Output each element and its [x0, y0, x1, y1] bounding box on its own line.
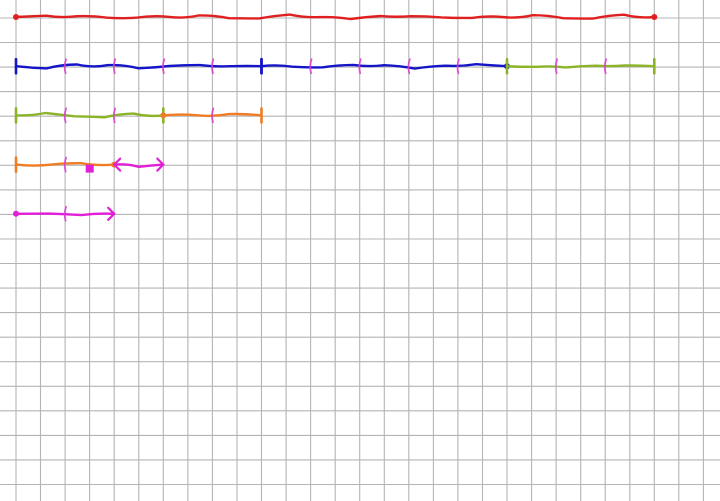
green-line-1-tick	[554, 58, 558, 75]
green-line-2-tick	[112, 107, 117, 124]
magenta-line-2-start-end-dot	[13, 210, 19, 217]
red-line	[14, 13, 656, 21]
magenta-line-2-tick	[63, 205, 67, 222]
red-line-end-end-dot	[651, 14, 658, 20]
blue-line-1	[14, 63, 263, 70]
magenta-square	[85, 164, 94, 173]
blue-line-1-tick	[211, 58, 215, 75]
blue-line-2	[260, 62, 509, 70]
green-line-2	[14, 111, 165, 119]
orange-line-1-tick	[211, 107, 215, 124]
blue-line-1-tick	[63, 58, 67, 75]
magenta-line-2-end-arrowhead	[107, 206, 116, 221]
magenta-line-1-start-arrowhead	[113, 157, 122, 172]
magenta-line-1-end-arrowhead	[156, 157, 165, 172]
green-line-1	[505, 64, 656, 69]
blue-line-2-tick	[358, 58, 362, 75]
blue-line-2-tick	[309, 58, 313, 75]
hand-drawn-strokes	[13, 13, 658, 222]
blue-line-2-tick	[407, 58, 411, 75]
green-line-2-tick	[63, 107, 67, 124]
orange-line-1-start-end-dot	[160, 112, 167, 119]
green-line-1-tick	[603, 58, 608, 75]
blue-line-2-tick	[456, 58, 460, 75]
blue-line-1-tick	[162, 58, 166, 75]
blue-line-1-tick	[112, 58, 117, 75]
red-line-start-end-dot	[13, 14, 19, 20]
magenta-line-1	[113, 163, 165, 169]
orange-line-2-tick	[63, 156, 67, 173]
